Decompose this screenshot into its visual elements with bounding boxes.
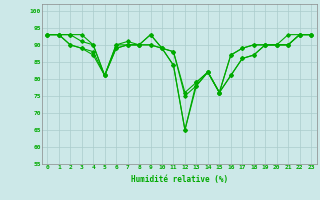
- X-axis label: Humidité relative (%): Humidité relative (%): [131, 175, 228, 184]
